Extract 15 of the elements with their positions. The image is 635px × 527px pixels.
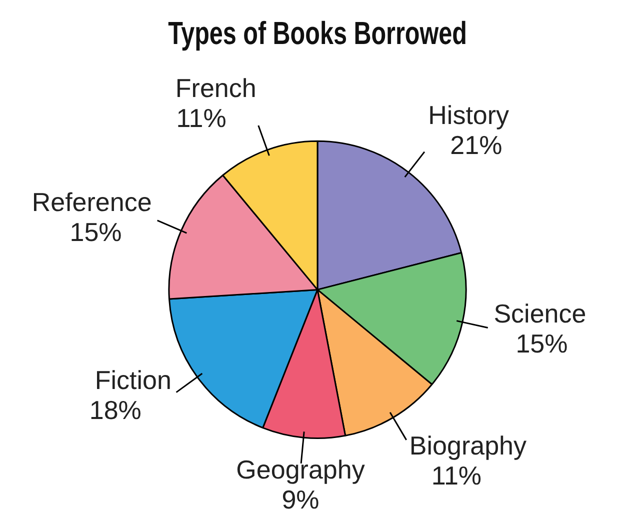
slice-label: Science xyxy=(494,298,586,328)
slice-label: Biography xyxy=(409,430,526,460)
data-label: 11% xyxy=(176,102,226,133)
slice-label: Fiction xyxy=(94,364,172,395)
data-label: 9% xyxy=(282,484,320,515)
slice-label: Reference xyxy=(32,187,152,218)
slice-label: French xyxy=(175,72,256,103)
data-label: 18% xyxy=(89,394,142,425)
chart-title: Types of Books Borrowed xyxy=(168,16,467,52)
slice-label: History xyxy=(428,100,510,130)
data-label: 15% xyxy=(516,328,568,358)
slice-label: Geography xyxy=(236,454,365,485)
data-label: 15% xyxy=(70,217,122,248)
data-label: 11% xyxy=(431,460,482,490)
data-label: 21% xyxy=(450,130,502,160)
